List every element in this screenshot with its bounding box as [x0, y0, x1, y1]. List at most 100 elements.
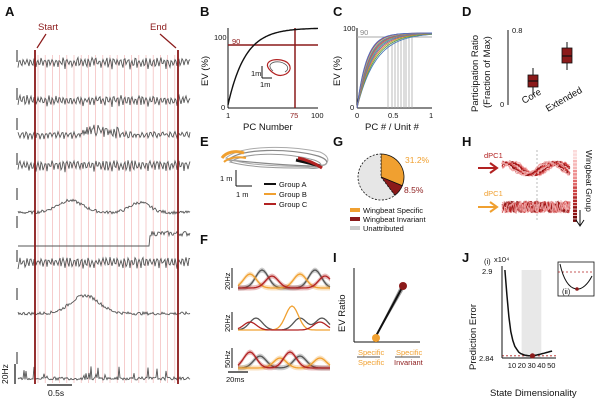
- panel-label-j: J: [462, 250, 469, 265]
- panel-label-a: A: [5, 4, 15, 19]
- panel-i: EV Ratio Specific Specific Specific Inva…: [337, 268, 424, 367]
- b-ytick-90: 90: [232, 37, 240, 46]
- j-ylabel: Prediction Error: [468, 304, 479, 370]
- j-inset-i: (i): [484, 257, 491, 266]
- e-scale-y-label: 1 m: [220, 174, 233, 183]
- i-point-invariant: [399, 282, 407, 290]
- i-ylabel: EV Ratio: [337, 295, 348, 333]
- firing-rate-trace: [17, 159, 191, 173]
- j-xtick-30: 30: [528, 361, 536, 370]
- g-legend: Wingbeat Specific Wingbeat Invariant Una…: [350, 206, 426, 233]
- h-arrow-top: [478, 162, 499, 174]
- firing-rate-trace: [18, 230, 191, 247]
- i-point-specific: [372, 334, 380, 342]
- panel-label-b: B: [200, 4, 209, 19]
- b-inset-scale-x: 1m: [260, 80, 270, 89]
- j-highlight-range: [521, 270, 542, 358]
- c-90pct-markers: [387, 37, 413, 108]
- f-rate-curve: [237, 355, 330, 369]
- c-ytick-90: 90: [360, 28, 368, 37]
- b-xlabel: PC Number: [243, 122, 293, 133]
- firing-rate-trace: [17, 55, 191, 70]
- firing-rate-traces: [16, 50, 191, 382]
- firing-rate-trace: [17, 256, 191, 270]
- panel-label-e: E: [200, 134, 209, 149]
- panel-label-c: C: [333, 4, 343, 19]
- f-rate-curve: [238, 357, 331, 369]
- g-legend-specific: Wingbeat Specific: [363, 206, 423, 215]
- d-ytick-08: 0.8: [512, 26, 522, 35]
- b-xtick-1: 1: [226, 111, 230, 120]
- panel-label-d: D: [462, 4, 471, 19]
- j-xlabel: State Dimensionality: [490, 388, 577, 399]
- h-colorbar-step: [573, 219, 577, 222]
- panel-f: 20Hz 20Hz 50Hz 20ms: [223, 267, 331, 384]
- g-pct-invariant: 8.5%: [404, 185, 424, 195]
- f-rate-curve: [237, 351, 330, 369]
- e-trajectories: [220, 146, 329, 170]
- h-colorbar-step: [573, 166, 577, 170]
- h-colorbar-step: [573, 212, 577, 216]
- h-colorbar-step: [573, 216, 577, 219]
- d-box-core: [527, 68, 539, 95]
- h-colorbar-step: [573, 159, 577, 163]
- end-arrow: [159, 33, 177, 49]
- h-side-label: Wingbeat Group: [584, 150, 594, 212]
- b-ylabel: EV (%): [200, 56, 211, 86]
- pie-slice-wingbeat-specific: [380, 153, 405, 187]
- panel-c: 90 100 0 0 0.5 1 EV (%) PC # / Unit #: [332, 24, 433, 133]
- f-time-scale: 20ms: [226, 375, 245, 384]
- j-plot: 10 20 30 40 50: [501, 266, 556, 370]
- c-ytick-0: 0: [350, 103, 354, 112]
- h-colorbar-step: [573, 176, 577, 179]
- h-top-trace: [501, 160, 571, 177]
- c-ev-curves: [356, 32, 433, 109]
- h-colorbar-step: [573, 199, 577, 203]
- firing-rate-trace: [17, 366, 191, 382]
- h-wingbeat-colorbar: [573, 150, 577, 222]
- f-error-band: [238, 349, 330, 371]
- e-legend-a: Group A: [279, 180, 307, 189]
- d-ytick-0: 0: [500, 100, 504, 109]
- b-inset: 1m 1m: [251, 59, 291, 89]
- h-top-trace: [501, 160, 571, 177]
- f-rate-curve: [237, 321, 331, 331]
- c-ev-curve: [356, 32, 432, 109]
- h-colorbar-step: [573, 156, 577, 160]
- f-row-3: [237, 349, 331, 371]
- b-inset-scale-y: 1m: [251, 69, 261, 78]
- j-error-curve: [504, 269, 553, 357]
- d-cat-extended: Extended: [544, 85, 584, 115]
- h-colorbar-step: [573, 179, 577, 183]
- f-error-band: [238, 273, 330, 291]
- h-colorbar-step: [573, 209, 577, 212]
- j-xtick-10: 10: [508, 361, 516, 370]
- c-ylabel: EV (%): [332, 56, 343, 86]
- b-ev-curve: [227, 27, 318, 105]
- h-colorbar-step: [573, 169, 577, 173]
- j-xtick-50: 50: [547, 361, 555, 370]
- pie-slice-unattributed: [357, 153, 396, 201]
- e-legend-c: Group C: [279, 200, 308, 209]
- i-x2-line2: Invariant: [394, 358, 424, 367]
- j-exponent: x10⁴: [494, 255, 509, 264]
- g-pct-specific: 31.2%: [405, 155, 430, 165]
- scale-y-label: 20Hz: [0, 364, 10, 384]
- f-error-band: [238, 353, 330, 371]
- i-x1-line1: Specific: [358, 348, 385, 357]
- e-scale-x-label: 1 m: [236, 190, 249, 199]
- h-side-arrow: [575, 210, 585, 227]
- c-xtick-0: 0: [355, 111, 359, 120]
- c-ev-curve: [356, 33, 432, 109]
- h-colorbar-step: [573, 163, 577, 166]
- g-pie: [357, 153, 405, 201]
- j-xtick-20: 20: [518, 361, 526, 370]
- d-cat-core: Core: [520, 87, 543, 107]
- start-arrow: [36, 33, 47, 49]
- h-colorbar-step: [573, 189, 577, 193]
- panel-a: Start End 20Hz 0.5s: [0, 22, 191, 398]
- d-ylabel-1: Participation Ratio: [470, 35, 481, 112]
- f-scale-1: 20Hz: [223, 272, 232, 290]
- f-rate-curve: [238, 275, 331, 289]
- wingbeat-markers: [37, 55, 176, 383]
